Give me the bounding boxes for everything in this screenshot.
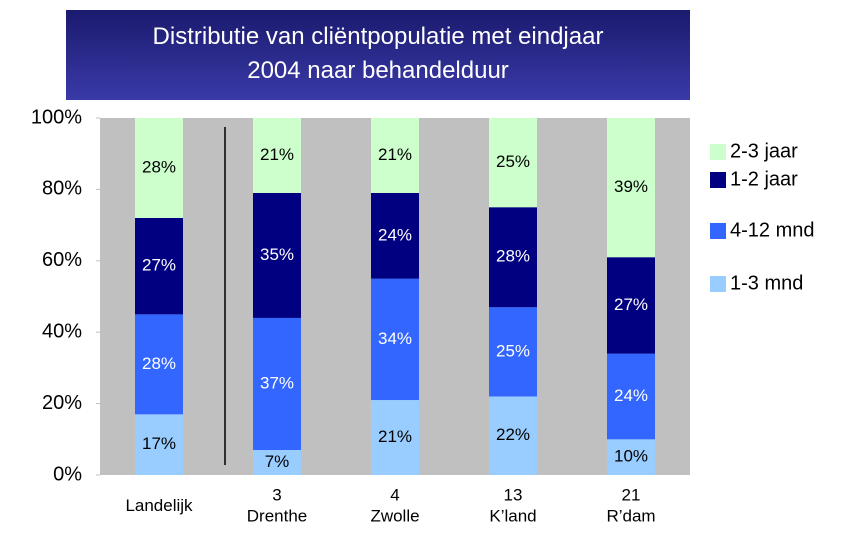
bar-segment: [607, 353, 655, 440]
data-label: 25%: [496, 341, 530, 360]
data-label: 27%: [142, 256, 176, 275]
legend-swatch: [710, 172, 726, 188]
bar-segment: [607, 439, 655, 475]
bar-segment: [135, 217, 183, 315]
title-box: [66, 10, 690, 100]
x-tick-label: 21 R’dam: [606, 486, 655, 526]
bar-segment: [135, 414, 183, 475]
data-label: 35%: [260, 245, 294, 264]
bar-segment: [489, 396, 537, 475]
data-label: 39%: [614, 177, 648, 196]
data-label: 17%: [142, 434, 176, 453]
data-label: 7%: [265, 452, 290, 471]
data-label: 28%: [142, 354, 176, 373]
bar-segment: [489, 307, 537, 397]
y-tick-label: 60%: [42, 249, 82, 271]
data-label: 24%: [614, 386, 648, 405]
bar-segment: [371, 118, 419, 193]
data-label: 34%: [378, 329, 412, 348]
data-label: 21%: [378, 145, 412, 164]
data-label: 28%: [496, 247, 530, 266]
legend-label: 1-3 mnd: [730, 272, 803, 294]
bar-segment: [135, 118, 183, 218]
bar-segment: [135, 314, 183, 415]
data-label: 25%: [496, 152, 530, 171]
bar-segment: [253, 317, 301, 451]
bar-segment: [607, 118, 655, 258]
y-tick-label: 0%: [53, 463, 82, 485]
x-tick-label: 3 Drenthe: [247, 486, 307, 526]
x-tick-label: Landelijk: [125, 496, 193, 515]
data-label: 37%: [260, 373, 294, 392]
data-label: 21%: [260, 145, 294, 164]
legend-swatch: [710, 276, 726, 292]
bar-segment: [253, 450, 301, 475]
y-tick-label: 40%: [42, 320, 82, 342]
bar-segment: [489, 207, 537, 308]
chart-title: Distributie van cliëntpopulatie met eind…: [153, 23, 604, 84]
legend-label: 1-2 jaar: [730, 168, 798, 190]
bar-segment: [489, 118, 537, 208]
bar-segment: [607, 257, 655, 354]
legend-swatch: [710, 223, 726, 239]
bar-segment: [371, 278, 419, 401]
data-label: 10%: [614, 447, 648, 466]
y-tick-label: 20%: [42, 392, 82, 414]
bar-segment: [253, 118, 301, 193]
data-label: 27%: [614, 295, 648, 314]
bar-segment: [371, 192, 419, 279]
x-tick-label: 4 Zwolle: [370, 486, 419, 526]
bar-segment: [253, 192, 301, 318]
x-tick-label: 13 K’land: [489, 486, 536, 526]
data-label: 24%: [378, 225, 412, 244]
data-label: 22%: [496, 425, 530, 444]
data-label: 28%: [142, 157, 176, 176]
legend-label: 2-3 jaar: [730, 140, 798, 162]
legend-swatch: [710, 144, 726, 160]
y-tick-label: 80%: [42, 178, 82, 200]
y-tick-label: 100%: [31, 106, 82, 128]
bar-segment: [371, 400, 419, 475]
data-label: 21%: [378, 427, 412, 446]
legend-label: 4-12 mnd: [730, 219, 815, 241]
